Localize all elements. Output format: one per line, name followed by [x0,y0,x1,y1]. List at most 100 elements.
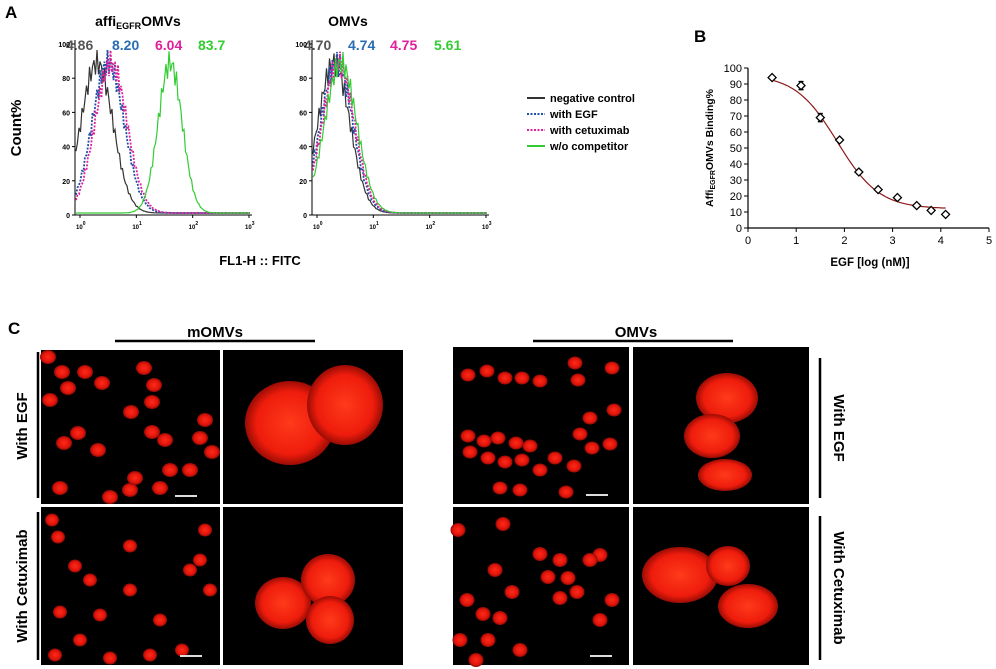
panel-label-a: A [5,3,17,22]
cell [153,613,167,627]
panel-b-x-axis-label: EGF [log (nM)] [830,257,909,269]
data-point [892,192,903,203]
histogram-curve [76,51,250,214]
cell [144,395,160,409]
cell [70,426,86,440]
panel-label-c: C [8,319,20,338]
data-point [796,80,806,91]
group-label-omvs: OMVs [615,324,658,341]
cell [123,405,139,419]
cell [127,471,143,485]
cell [532,547,548,561]
cell [487,563,503,577]
cell [306,596,354,644]
cell [582,553,598,567]
percent-value: 4.75 [390,37,417,53]
cell [540,570,556,584]
cell [203,583,217,597]
data-point [873,184,884,195]
x-tick-label: 100 [313,221,323,231]
cell [462,445,478,459]
cell [497,455,513,469]
row-label-right-egf: With EGF [830,394,847,461]
cell [460,368,476,382]
y-tick-label: 0 [736,223,742,235]
y-tick-label: 20 [730,191,742,203]
x-tick-label: 0 [745,235,751,247]
y-tick-label: 90 [730,79,742,91]
y-tick-label: 10 [730,207,742,219]
cell [604,593,620,607]
cell [512,483,528,497]
x-tick-label: 102 [426,221,436,231]
legend-label: w/o competitor [549,141,629,153]
scale-bar [175,495,197,497]
histogram-curve [312,51,487,214]
cell [604,361,620,375]
panel-a-y-axis-label: Count% [8,100,25,157]
cell [182,463,198,477]
cell [301,554,355,606]
y-tick-label: 60 [62,110,70,117]
cell [459,593,475,607]
cell [684,414,740,458]
cell [51,530,65,544]
cell [512,643,528,657]
cell [606,403,622,417]
cell [183,563,197,577]
cell [122,483,138,497]
y-tick-label: 60 [730,127,742,139]
x-tick-label: 103 [245,221,255,231]
y-tick-label: 100 [724,63,742,75]
cell [572,427,588,441]
cell [480,633,496,647]
cell [450,523,466,537]
y-tick-label: 100 [58,42,70,49]
micrograph-omvs-cetuximab-overview [453,507,629,665]
cell [146,378,162,392]
cell [642,547,718,603]
x-tick-label: 5 [986,235,992,247]
cell [560,571,576,585]
y-tick-label: 40 [730,159,742,171]
data-point [853,167,864,177]
cell [93,608,107,622]
x-tick-label: 101 [369,221,379,231]
cell [204,445,220,459]
y-tick-label: 40 [299,145,307,152]
data-point [767,72,778,83]
cell [532,463,548,477]
cell [570,373,586,387]
cell [508,436,524,450]
cell [45,513,59,527]
cell [42,393,58,407]
y-tick-label: 60 [299,110,307,117]
cell [197,413,213,427]
percent-value: 4.74 [348,37,375,53]
x-tick-label: 100 [76,221,86,231]
cell [492,481,508,495]
x-tick-label: 4 [938,235,944,247]
panel-a: Count% FL1-H :: FITC affiEGFROMVs 4.86 8.… [8,13,635,268]
cell [490,431,506,445]
panel-b-y-axis-label: AffiEGFROMVs Binding% [704,88,717,207]
cell [52,481,68,495]
cell [452,633,468,647]
cell [558,485,574,499]
x-tick-label: 1 [793,235,799,247]
cell [48,648,62,662]
cell [696,373,758,423]
y-tick-label: 0 [66,213,70,220]
cell [73,633,87,647]
cell [60,381,76,395]
cell [592,613,608,627]
y-tick-label: 40 [62,145,70,152]
y-tick-label: 20 [299,179,307,186]
cell [123,583,137,597]
cell [77,365,93,379]
x-tick-label: 2 [841,235,847,247]
cell [514,371,530,385]
cell [514,453,530,467]
cell [307,365,383,445]
